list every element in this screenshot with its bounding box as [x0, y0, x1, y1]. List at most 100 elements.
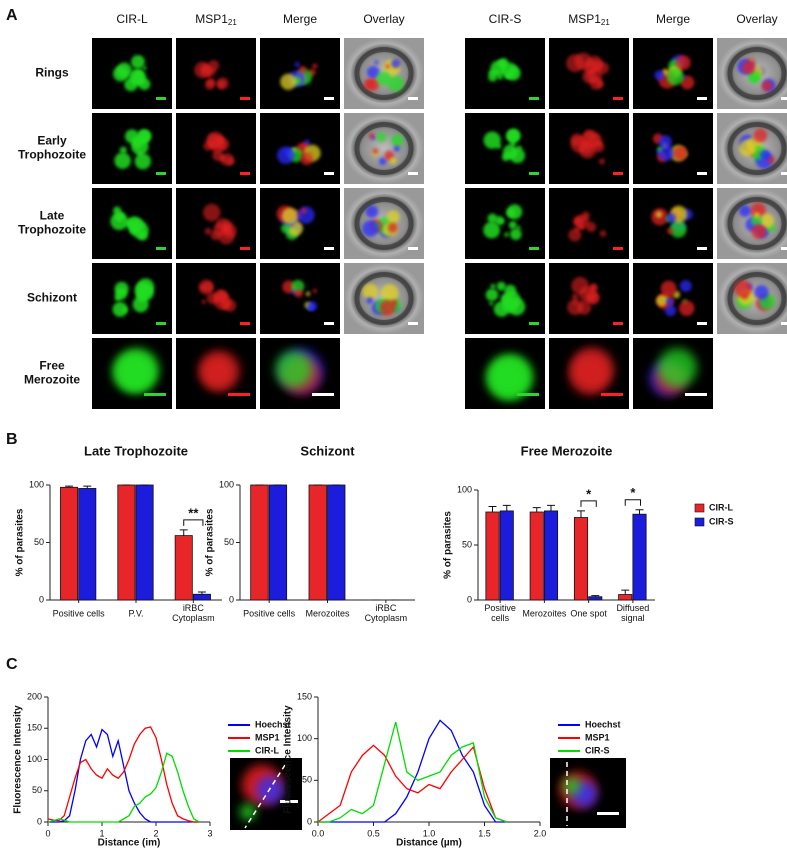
row-label: Schizont [27, 291, 77, 305]
scale-bar [408, 97, 418, 100]
blob [363, 78, 375, 90]
x-tick-label: 3 [207, 828, 212, 838]
micrograph [633, 188, 713, 259]
blob [240, 804, 256, 820]
blob [294, 289, 304, 298]
bar [268, 484, 288, 601]
micrograph [344, 113, 424, 184]
chart-title: Schizont [300, 443, 355, 458]
blob [572, 348, 615, 391]
blob [130, 54, 145, 69]
blob [664, 304, 677, 317]
blob [489, 301, 494, 306]
blob [389, 157, 397, 165]
micrograph [344, 263, 424, 334]
scale-bar [324, 247, 334, 250]
bar [60, 486, 79, 601]
scale-bar [781, 97, 787, 100]
x-tick-label: Positive cells [243, 608, 296, 618]
blob [485, 288, 499, 302]
error-bar [179, 529, 188, 536]
y-tick-label: 0 [229, 594, 234, 604]
blob [207, 67, 216, 76]
scale-bar [529, 97, 539, 100]
blob [496, 281, 506, 291]
scale-bar [613, 172, 623, 175]
profile-line [244, 764, 286, 829]
cell-outline [354, 47, 414, 100]
blob [657, 146, 663, 152]
blob [134, 153, 152, 170]
micrograph [465, 263, 545, 334]
y-tick-label: 50 [302, 775, 312, 785]
error-bar [488, 506, 497, 512]
scale-bar [601, 393, 623, 396]
blob [581, 211, 590, 220]
bar [618, 594, 633, 601]
blob [583, 130, 595, 142]
x-tick-label: 1.0 [423, 828, 436, 838]
bar [499, 510, 514, 601]
blob [761, 80, 773, 92]
x-tick-label: Merozoites [305, 608, 350, 618]
blob [567, 299, 584, 316]
blob [578, 224, 583, 229]
inset-image [230, 758, 302, 830]
scale-bar [781, 172, 787, 175]
blob [739, 205, 751, 217]
column-header: MSP121 [195, 12, 237, 27]
column-header: Merge [283, 12, 317, 26]
x-tick-label: 2 [153, 828, 158, 838]
legend-label: CIR-S [709, 516, 734, 526]
blob [490, 60, 507, 77]
blob [571, 293, 579, 301]
significance-label: ** [188, 505, 199, 520]
bar [485, 511, 500, 601]
scale-bar [240, 172, 250, 175]
error-bar [576, 510, 585, 518]
blob [742, 293, 748, 300]
significance-label: * [630, 485, 636, 500]
micrograph [176, 113, 256, 184]
blob [657, 348, 697, 388]
scale-bar [529, 172, 539, 175]
blob [222, 220, 233, 231]
blob [509, 228, 522, 241]
blob [122, 307, 128, 313]
blob [300, 152, 313, 166]
significance-bracket [183, 519, 204, 526]
x-tick-label: Positive cells [484, 603, 516, 623]
blob [660, 280, 677, 297]
cell-outline [727, 122, 787, 175]
micrograph [549, 188, 629, 259]
x-axis-label: Distance (im) [98, 838, 161, 849]
scale-bar [597, 812, 619, 815]
micrograph [549, 338, 629, 409]
scale-bar [156, 97, 166, 100]
blob [206, 131, 225, 149]
line-series [47, 726, 200, 823]
panel-label: B [6, 431, 18, 448]
x-tick-label: P.V. [128, 608, 143, 618]
blob [667, 228, 674, 235]
y-tick-label: 0 [307, 816, 312, 826]
blob [669, 220, 687, 238]
blob [281, 207, 299, 225]
micrograph [344, 38, 424, 109]
x-tick-label: iRBC Cytoplasm [172, 603, 215, 623]
line-series [47, 752, 200, 823]
blob [210, 230, 221, 241]
column-header: Merge [656, 12, 690, 26]
scale-bar [312, 393, 334, 396]
blob [666, 297, 674, 306]
cell-outline [727, 47, 787, 100]
row-label: Late Trophozoite [18, 209, 86, 237]
blob [563, 777, 581, 795]
scale-bar [324, 97, 334, 100]
blob [673, 146, 688, 161]
blob [666, 68, 684, 86]
legend-swatch [694, 503, 705, 513]
blob [582, 69, 597, 84]
cell-outline [727, 272, 787, 325]
